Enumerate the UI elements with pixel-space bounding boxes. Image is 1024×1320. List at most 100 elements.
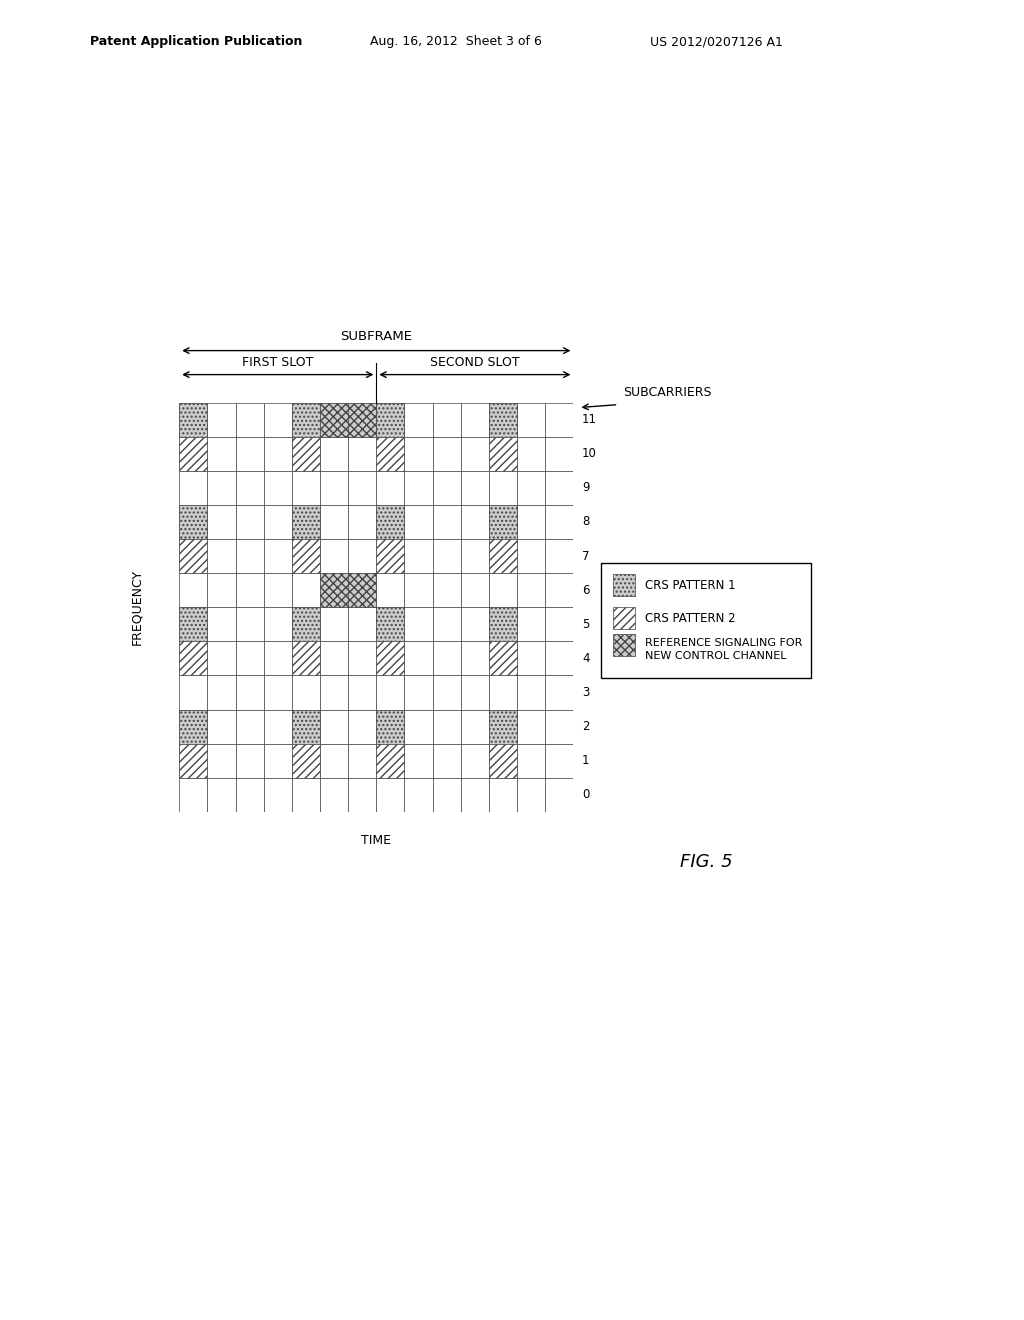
Bar <box>236 504 264 539</box>
Bar <box>404 504 433 539</box>
Bar <box>292 504 321 539</box>
Bar <box>517 710 546 743</box>
Bar <box>489 437 517 471</box>
Bar <box>292 710 321 743</box>
Bar <box>601 564 811 678</box>
Bar <box>179 504 207 539</box>
Bar <box>489 710 517 743</box>
Bar <box>432 471 461 504</box>
Bar <box>404 471 433 504</box>
Bar <box>377 504 404 539</box>
Bar <box>461 607 489 642</box>
Bar <box>207 743 236 777</box>
Bar <box>236 403 264 437</box>
Text: TIME: TIME <box>361 834 391 847</box>
Text: 0: 0 <box>582 788 589 801</box>
Bar <box>292 471 321 504</box>
Bar <box>545 539 573 573</box>
Bar <box>236 437 264 471</box>
Text: 2: 2 <box>582 719 590 733</box>
Bar <box>348 777 377 812</box>
Bar <box>348 403 377 437</box>
Bar <box>545 437 573 471</box>
Bar <box>461 471 489 504</box>
Bar <box>545 710 573 743</box>
Bar <box>264 539 292 573</box>
Bar <box>264 471 292 504</box>
Bar <box>517 539 546 573</box>
Bar <box>207 777 236 812</box>
Bar <box>179 743 207 777</box>
Bar <box>264 743 292 777</box>
Bar <box>432 403 461 437</box>
Bar <box>319 743 348 777</box>
Bar <box>292 607 321 642</box>
Text: CRS PATTERN 1: CRS PATTERN 1 <box>645 578 736 591</box>
Bar <box>377 403 404 437</box>
Bar <box>461 403 489 437</box>
Bar <box>179 437 207 471</box>
Bar <box>404 743 433 777</box>
Bar <box>613 574 636 597</box>
Bar <box>613 634 636 656</box>
Bar <box>179 642 207 676</box>
Bar <box>348 607 377 642</box>
Bar <box>545 573 573 607</box>
Bar <box>292 642 321 676</box>
Bar <box>179 607 207 642</box>
Bar <box>432 743 461 777</box>
Bar <box>319 573 348 607</box>
Bar <box>377 710 404 743</box>
Bar <box>179 403 207 437</box>
Bar <box>377 504 404 539</box>
Text: CRS PATTERN 2: CRS PATTERN 2 <box>645 611 736 624</box>
Text: 4: 4 <box>582 652 590 665</box>
Bar <box>489 607 517 642</box>
Bar <box>517 504 546 539</box>
Bar <box>207 471 236 504</box>
Bar <box>432 642 461 676</box>
Bar <box>377 437 404 471</box>
Bar <box>432 777 461 812</box>
Bar <box>292 403 321 437</box>
Bar <box>432 573 461 607</box>
Bar <box>319 403 348 437</box>
Bar <box>207 437 236 471</box>
Bar <box>489 504 517 539</box>
Bar <box>432 539 461 573</box>
Bar <box>432 437 461 471</box>
Bar <box>461 743 489 777</box>
Bar <box>489 642 517 676</box>
Bar <box>348 573 377 607</box>
Bar <box>489 642 517 676</box>
Bar <box>348 539 377 573</box>
Bar <box>179 710 207 743</box>
Bar <box>319 607 348 642</box>
Text: FIRST SLOT: FIRST SLOT <box>242 355 313 368</box>
Bar <box>264 573 292 607</box>
Bar <box>517 676 546 710</box>
Bar <box>461 777 489 812</box>
Bar <box>489 539 517 573</box>
Bar <box>292 437 321 471</box>
Bar <box>179 539 207 573</box>
Bar <box>348 710 377 743</box>
Bar <box>377 607 404 642</box>
Bar <box>236 471 264 504</box>
Bar <box>348 676 377 710</box>
Bar <box>517 437 546 471</box>
Bar <box>404 676 433 710</box>
Bar <box>207 676 236 710</box>
Bar <box>348 573 377 607</box>
Bar <box>489 573 517 607</box>
Bar <box>292 743 321 777</box>
Bar <box>179 642 207 676</box>
Bar <box>207 539 236 573</box>
Bar <box>348 437 377 471</box>
Bar <box>348 471 377 504</box>
Bar <box>292 676 321 710</box>
Text: 1: 1 <box>582 754 590 767</box>
Bar <box>545 676 573 710</box>
Text: 5: 5 <box>582 618 589 631</box>
Bar <box>319 504 348 539</box>
